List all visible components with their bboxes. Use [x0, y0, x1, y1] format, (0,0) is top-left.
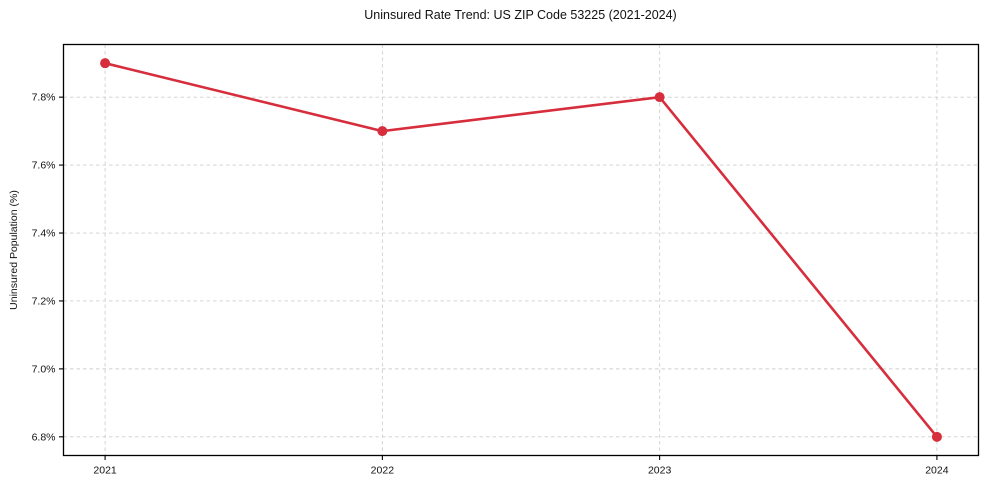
y-tick-label: 6.8% — [32, 431, 56, 443]
y-tick-label: 7.0% — [32, 363, 56, 375]
x-tick-label: 2021 — [93, 465, 117, 477]
x-tick-label: 2023 — [648, 465, 672, 477]
y-axis-label: Uninsured Population (%) — [8, 190, 20, 310]
data-point — [654, 92, 665, 103]
x-tick-label: 2024 — [925, 465, 949, 477]
x-tick-label: 2022 — [371, 465, 395, 477]
y-tick-label: 7.6% — [32, 160, 56, 172]
chart-title: Uninsured Rate Trend: US ZIP Code 53225 … — [364, 8, 677, 22]
trend-line — [103, 61, 939, 439]
data-point — [377, 126, 388, 137]
plot-border — [62, 43, 980, 457]
data-point — [931, 431, 942, 442]
y-tick-label: 7.8% — [32, 92, 56, 104]
y-tick-label: 7.2% — [32, 295, 56, 307]
data-point — [100, 58, 111, 69]
y-tick-label: 7.4% — [32, 228, 56, 240]
